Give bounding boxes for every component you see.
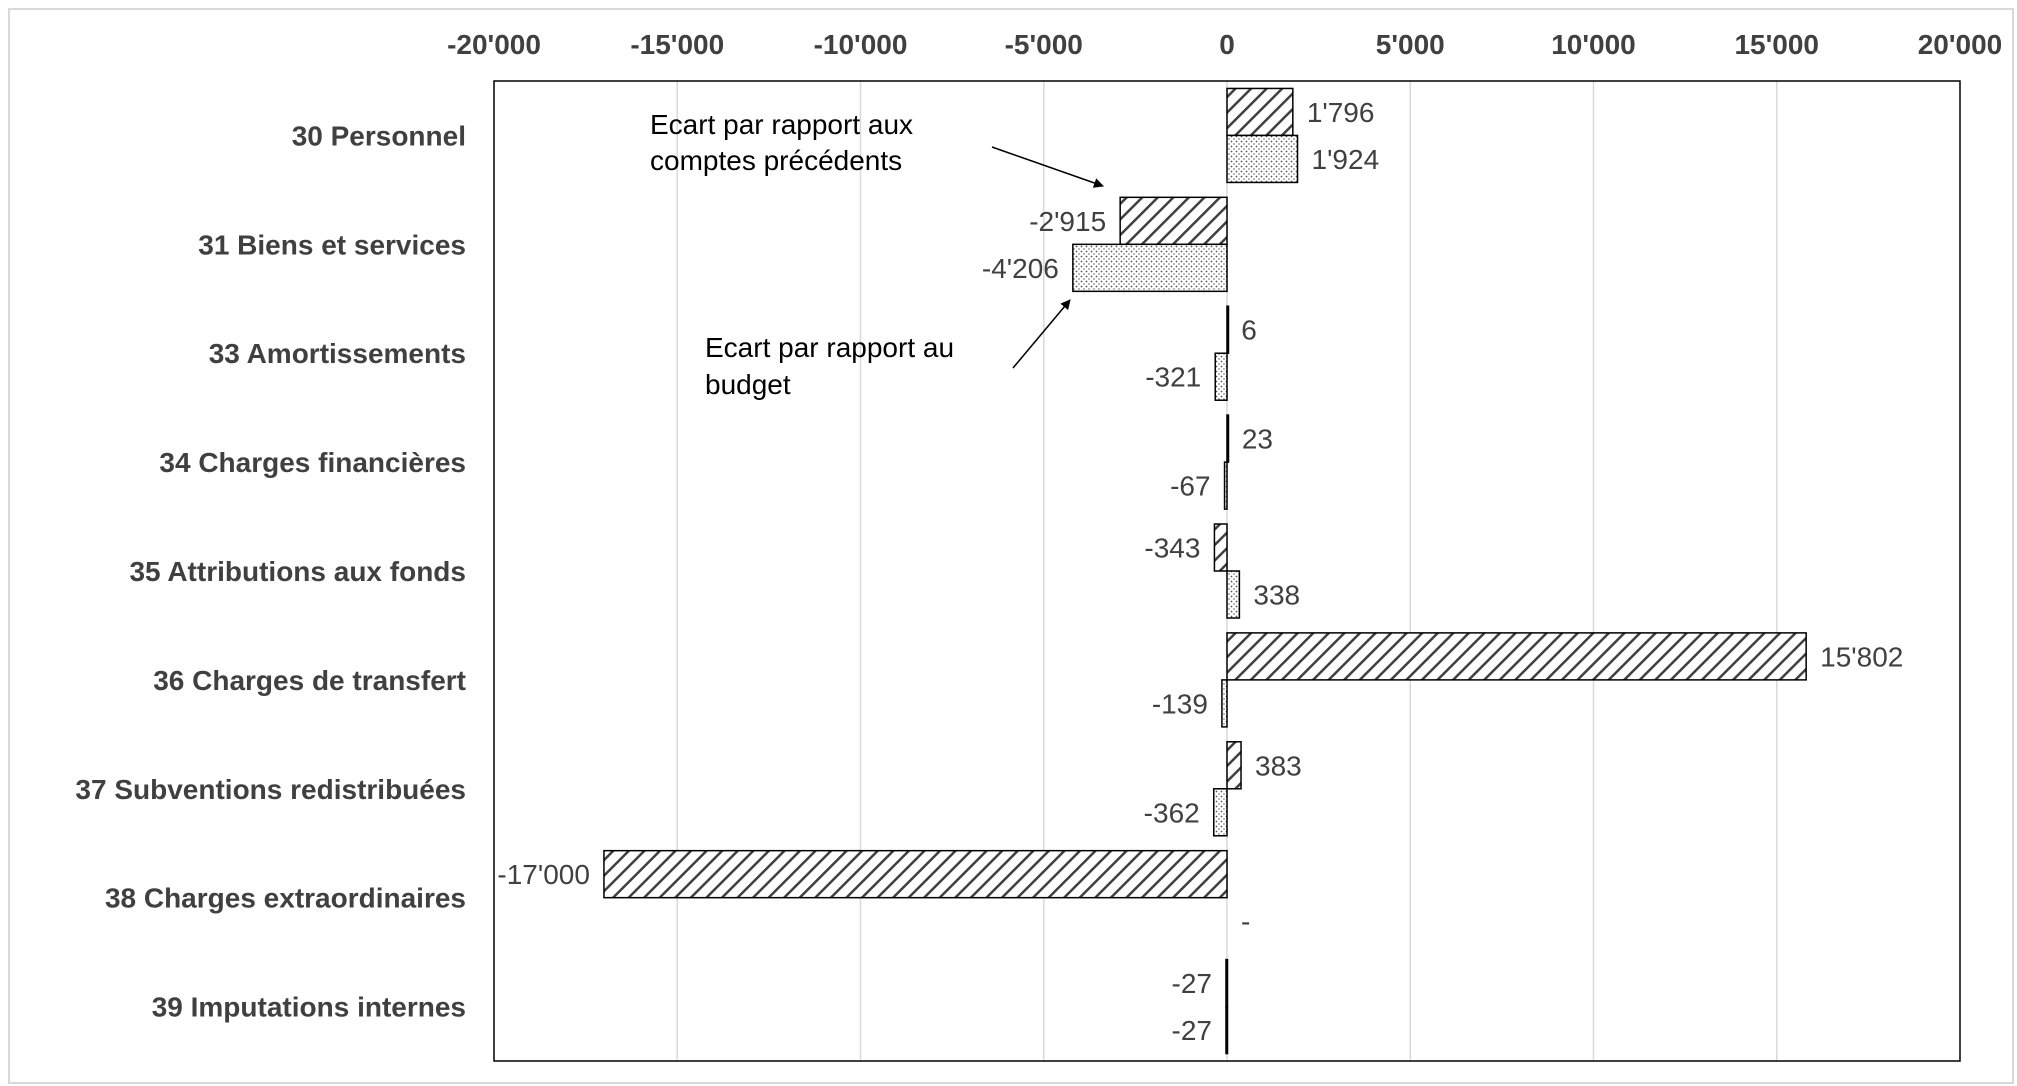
data-label: -17'000 [497, 859, 590, 890]
category-label: 39 Imputations internes [152, 992, 466, 1023]
data-label: -343 [1144, 533, 1200, 564]
data-label: -362 [1144, 797, 1200, 828]
category-label: 38 Charges extraordinaires [105, 883, 466, 914]
category-label: 31 Biens et services [198, 229, 466, 260]
bar-series-2 [1221, 679, 1228, 728]
data-label: - [1241, 906, 1250, 937]
data-label: -27 [1172, 968, 1212, 999]
bar-series-1 [603, 849, 1228, 899]
data-label: -27 [1172, 1015, 1212, 1046]
bar-series-2 [1226, 134, 1299, 184]
annotation-budget: Ecart par rapport au budget [705, 299, 1071, 400]
bar-series-2 [1212, 788, 1228, 837]
annotation-previous-accounts-arrow [991, 146, 1104, 188]
x-tick-label: -15'000 [630, 29, 724, 60]
bars [603, 87, 1807, 1055]
bar-series-1 [1225, 958, 1229, 1008]
outer-border [8, 8, 2014, 1084]
data-label: -321 [1145, 362, 1201, 393]
data-label: -2'915 [1029, 206, 1106, 237]
data-label: 23 [1242, 424, 1273, 455]
category-label: 33 Amortissements [209, 338, 466, 369]
bar-series-1 [1226, 741, 1242, 790]
data-label: 338 [1253, 580, 1300, 611]
x-axis-ticks: -20'000 -15'000 -10'000 -5'000 0 5'000 10'000 1… [447, 29, 2002, 60]
annotation-budget-line-1: Ecart par rapport au [705, 332, 954, 363]
annotation-previous-accounts-line-1: Ecart par rapport aux [650, 109, 913, 140]
bar-series-1 [1226, 414, 1230, 463]
category-label: 30 Personnel [292, 120, 466, 151]
bar-series-2 [1223, 461, 1228, 510]
plot-frame [493, 80, 1961, 1062]
data-label: 1'924 [1312, 144, 1380, 175]
category-label: 34 Charges financières [159, 447, 466, 478]
data-label: 6 [1241, 315, 1257, 346]
bar-series-1 [1119, 196, 1228, 246]
data-labels: 1'796 -2'915 6 23 -343 15'802 383 -17'000 -27 1'9… [497, 97, 1903, 1046]
bar-series-1 [1226, 305, 1230, 354]
data-label: 15'802 [1820, 641, 1903, 672]
x-tick-label: 10'000 [1551, 29, 1636, 60]
bar-series-2 [1072, 243, 1228, 293]
data-label: -139 [1152, 688, 1208, 719]
data-label: -4'206 [982, 253, 1059, 284]
bar-series-2 [1225, 1005, 1229, 1055]
annotation-budget-line-2: budget [705, 369, 791, 400]
data-label: 1'796 [1307, 97, 1375, 128]
x-tick-label: 15'000 [1734, 29, 1819, 60]
annotation-previous-accounts-line-2: comptes précédents [650, 145, 902, 176]
category-labels: 30 Personnel 31 Biens et services 33 Amort… [75, 120, 466, 1022]
annotation-budget-arrow [1012, 299, 1071, 369]
bar-series-2 [1226, 570, 1241, 619]
bar-series-2 [1214, 352, 1228, 401]
bar-series-1 [1226, 87, 1294, 137]
category-label: 35 Attributions aux fonds [129, 556, 466, 587]
x-tick-label: 5'000 [1376, 29, 1445, 60]
x-tick-label: 0 [1219, 29, 1235, 60]
bar-series-1 [1213, 523, 1228, 572]
bar-series-1 [1226, 632, 1807, 681]
x-tick-label: -20'000 [447, 29, 541, 60]
x-tick-label: -5'000 [1005, 29, 1083, 60]
x-tick-label: 20'000 [1918, 29, 2003, 60]
data-label: -67 [1170, 471, 1210, 502]
x-tick-label: -10'000 [814, 29, 908, 60]
data-label: 383 [1255, 750, 1302, 781]
annotation-previous-accounts: Ecart par rapport aux comptes précédents [650, 109, 1104, 188]
category-label: 37 Subventions redistribuées [75, 774, 466, 805]
category-label: 36 Charges de transfert [153, 665, 466, 696]
